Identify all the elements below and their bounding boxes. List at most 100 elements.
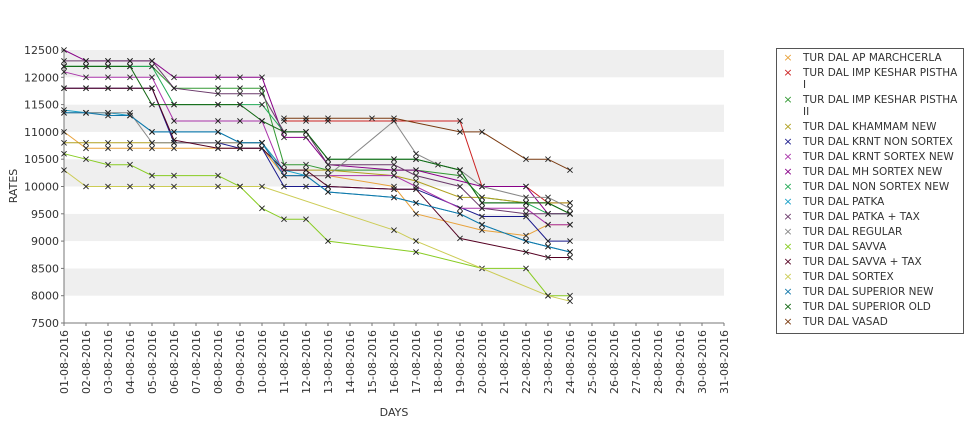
data-point — [171, 172, 177, 179]
legend-item: × TUR DAL PATKA — [781, 196, 959, 209]
data-point — [105, 85, 111, 92]
data-point — [105, 109, 111, 116]
series-line — [284, 117, 571, 171]
data-point — [479, 205, 485, 212]
x-tick-label: 31-08-2016 — [718, 330, 731, 394]
data-point — [61, 128, 67, 135]
data-point — [303, 216, 309, 223]
x-tick-label: 03-08-2016 — [102, 330, 115, 394]
legend-item: × TUR DAL SORTEX — [781, 270, 959, 284]
x-axis: 01-08-2016 02-08-2016 03-08-2016 04-08-2016… — [58, 322, 731, 394]
data-point — [215, 90, 221, 97]
data-point — [325, 189, 331, 195]
data-point — [479, 194, 485, 201]
data-point — [523, 249, 529, 255]
x-tick-label: 28-08-2016 — [652, 330, 665, 394]
legend-marker: × — [783, 150, 793, 163]
data-point — [567, 254, 573, 261]
data-point — [149, 145, 155, 152]
data-point — [523, 238, 529, 245]
data-point — [237, 101, 243, 108]
x-axis-title: DAYS — [380, 406, 409, 419]
data-point — [523, 210, 529, 217]
data-point — [83, 74, 89, 81]
legend-marker: × — [783, 255, 793, 268]
data-point — [281, 172, 287, 179]
data-point — [61, 63, 67, 70]
data-point — [545, 221, 551, 228]
data-point — [281, 216, 287, 223]
data-point — [325, 183, 331, 190]
data-point — [215, 128, 221, 135]
data-point — [281, 115, 287, 122]
data-point — [149, 128, 155, 135]
data-point — [545, 210, 551, 217]
y-tick-label: 9000 — [31, 235, 59, 248]
y-tick-label: 8000 — [31, 290, 59, 303]
data-point — [83, 109, 89, 116]
data-point — [149, 85, 155, 92]
data-point — [237, 74, 243, 81]
data-point — [171, 74, 177, 81]
data-point — [545, 238, 551, 245]
data-point — [171, 145, 177, 152]
legend-label: TUR DAL KHAMMAM NEW — [803, 121, 937, 133]
data-point — [567, 298, 573, 305]
x-tick-label: 30-08-2016 — [696, 330, 709, 394]
data-point — [545, 194, 551, 201]
data-point — [215, 139, 221, 146]
data-point — [105, 139, 111, 146]
data-point — [413, 210, 419, 217]
data-point — [413, 172, 419, 179]
x-tick-label: 08-08-2016 — [212, 330, 225, 394]
data-point — [523, 232, 529, 239]
legend-marker: × — [783, 180, 793, 193]
data-point — [105, 112, 111, 119]
legend-label: TUR DAL REGULAR — [803, 226, 903, 238]
data-point — [149, 183, 155, 190]
data-point — [413, 199, 419, 206]
data-point — [303, 183, 309, 190]
data-point — [303, 134, 309, 141]
legend-label: TUR DAL NON SORTEX NEW — [803, 181, 950, 193]
data-point — [281, 167, 287, 174]
x-tick-label: 11-08-2016 — [278, 330, 291, 394]
x-tick-label: 09-08-2016 — [234, 330, 247, 394]
data-point — [171, 118, 177, 124]
legend-item: × TUR DAL IMP KESHAR PISTHA I — [781, 67, 959, 92]
data-point — [303, 167, 309, 174]
data-point — [303, 161, 309, 168]
data-point — [149, 172, 155, 179]
data-point — [523, 156, 529, 163]
legend-label: TUR DAL KRNT SORTEX NEW — [803, 151, 954, 163]
data-point — [567, 221, 573, 228]
y-tick-label: 10000 — [24, 181, 59, 194]
data-point — [61, 47, 67, 53]
data-point — [457, 205, 463, 212]
y-tick-label: 8500 — [31, 262, 59, 275]
data-point — [545, 243, 551, 250]
data-point — [545, 199, 551, 206]
data-point — [149, 101, 155, 108]
y-axis-title: RATES — [7, 169, 20, 204]
legend-item: × TUR DAL AP MARCHCERLA — [781, 52, 959, 65]
legend-marker: × — [783, 270, 793, 283]
data-point — [259, 90, 265, 97]
legend-item: × TUR DAL SUPERIOR NEW — [781, 286, 959, 299]
data-point — [259, 85, 265, 92]
data-point — [127, 58, 133, 64]
x-tick-label: 22-08-2016 — [520, 330, 533, 394]
data-point — [523, 213, 529, 220]
data-point — [105, 183, 111, 190]
data-point — [303, 172, 309, 179]
legend-item: × TUR DAL SUPERIOR OLD — [781, 301, 959, 314]
data-point — [457, 128, 463, 135]
y-tick-label: 11000 — [24, 126, 59, 139]
data-point — [127, 85, 133, 92]
grid-band — [64, 268, 724, 296]
x-tick-label: 07-08-2016 — [190, 330, 203, 394]
x-tick-label: 20-08-2016 — [476, 330, 489, 394]
data-point — [171, 85, 177, 92]
data-point — [567, 238, 573, 245]
data-point — [325, 238, 331, 245]
